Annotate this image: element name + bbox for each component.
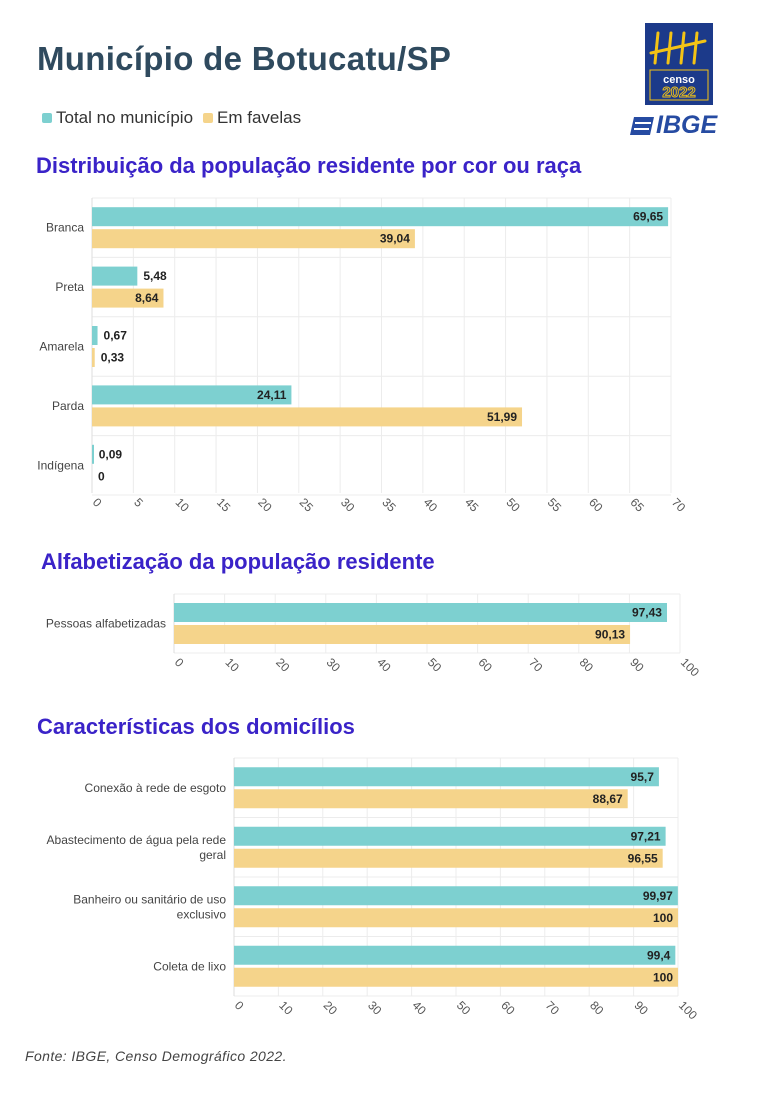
data-label: 88,67 bbox=[593, 792, 623, 806]
tick-label: 40 bbox=[409, 998, 429, 1018]
data-label: 51,99 bbox=[487, 410, 517, 424]
category-label: Coleta de lixo bbox=[153, 959, 226, 973]
tick-label: 80 bbox=[587, 998, 607, 1018]
legend-label-total: Total no município bbox=[56, 108, 194, 127]
bar-favelas bbox=[92, 407, 523, 427]
censo-logo: censo 2022 bbox=[645, 23, 713, 105]
data-label: 96,55 bbox=[628, 851, 658, 865]
tick-label: 60 bbox=[498, 998, 518, 1018]
data-label: 97,43 bbox=[632, 606, 662, 620]
data-label: 5,48 bbox=[143, 269, 167, 283]
data-label: 99,97 bbox=[643, 889, 673, 903]
tick-label: 50 bbox=[454, 998, 474, 1018]
legend-swatch-total bbox=[42, 113, 52, 123]
bar-total bbox=[234, 945, 676, 965]
legend-label-favelas: Em favelas bbox=[217, 108, 302, 127]
page-title: Município de Botucatu/SP bbox=[37, 40, 452, 77]
data-label: 69,65 bbox=[633, 210, 663, 224]
category-label: exclusivo bbox=[177, 907, 227, 921]
category-label: Conexão à rede de esgoto bbox=[85, 781, 227, 795]
data-label: 100 bbox=[653, 970, 673, 984]
bar-total bbox=[234, 886, 678, 906]
data-label: 90,13 bbox=[595, 628, 625, 642]
category-label: Abastecimento de água pela rede bbox=[47, 833, 227, 847]
data-label: 0,33 bbox=[101, 351, 125, 365]
legend-item-total: Total no município bbox=[42, 108, 193, 128]
category-label: Indígena bbox=[37, 458, 84, 472]
data-label: 39,04 bbox=[380, 232, 410, 246]
tick-label: 70 bbox=[543, 998, 563, 1018]
bar-favelas bbox=[234, 848, 663, 868]
bar-total bbox=[92, 444, 94, 464]
tick-label: 10 bbox=[276, 998, 296, 1018]
bar-total bbox=[92, 326, 98, 345]
bar-favelas bbox=[234, 967, 678, 987]
bar-favelas bbox=[234, 908, 678, 928]
ibge-mark-icon bbox=[630, 116, 654, 135]
tick-label: 20 bbox=[321, 998, 341, 1018]
tick-label: 30 bbox=[365, 998, 385, 1018]
data-label: 8,64 bbox=[135, 291, 159, 305]
data-label: 0,09 bbox=[99, 447, 123, 461]
category-label: Parda bbox=[52, 399, 84, 413]
ibge-wordmark: IBGE bbox=[656, 111, 718, 139]
section-title-race: Distribuição da população residente por … bbox=[36, 153, 582, 178]
legend-swatch-favelas bbox=[203, 113, 214, 123]
section-title-literacy: Alfabetização da população residente bbox=[41, 549, 435, 574]
category-label: Banheiro ou sanitário de uso bbox=[73, 892, 226, 906]
logo-line1: censo bbox=[663, 74, 695, 86]
bar-total bbox=[92, 385, 292, 405]
data-label: 24,11 bbox=[257, 388, 287, 402]
source-note: Fonte: IBGE, Censo Demográfico 2022. bbox=[25, 1048, 287, 1064]
bar-total bbox=[234, 767, 659, 787]
bar-favelas bbox=[92, 288, 164, 308]
bar-total bbox=[92, 266, 138, 286]
data-label: 100 bbox=[653, 911, 673, 925]
category-label: geral bbox=[199, 848, 226, 862]
bar-favelas bbox=[174, 625, 631, 644]
bar-favelas bbox=[92, 348, 95, 367]
tick-label: 100 bbox=[676, 998, 700, 1022]
data-label: 0,67 bbox=[104, 329, 128, 343]
bar-total bbox=[92, 207, 669, 227]
bar-total bbox=[174, 603, 667, 622]
bar-favelas bbox=[234, 789, 628, 809]
data-label: 0 bbox=[98, 469, 105, 483]
category-label: Preta bbox=[55, 280, 84, 294]
data-label: 97,21 bbox=[631, 829, 661, 843]
ibge-logo: IBGE bbox=[628, 111, 717, 140]
tick-label: 0 bbox=[232, 998, 247, 1013]
data-label: 95,7 bbox=[631, 770, 655, 784]
bar-total bbox=[234, 826, 666, 846]
bar-favelas bbox=[92, 229, 415, 249]
legend: Total no município Em favelas bbox=[42, 108, 311, 128]
category-label: Branca bbox=[46, 221, 84, 235]
legend-item-favelas: Em favelas bbox=[203, 108, 301, 128]
data-label: 99,4 bbox=[647, 948, 671, 962]
logo-line2: 2022 bbox=[662, 84, 695, 101]
tick-label: 90 bbox=[631, 998, 651, 1018]
category-label: Pessoas alfabetizadas bbox=[46, 617, 166, 631]
section-title-households: Características dos domicílios bbox=[37, 714, 355, 739]
category-label: Amarela bbox=[39, 340, 84, 354]
